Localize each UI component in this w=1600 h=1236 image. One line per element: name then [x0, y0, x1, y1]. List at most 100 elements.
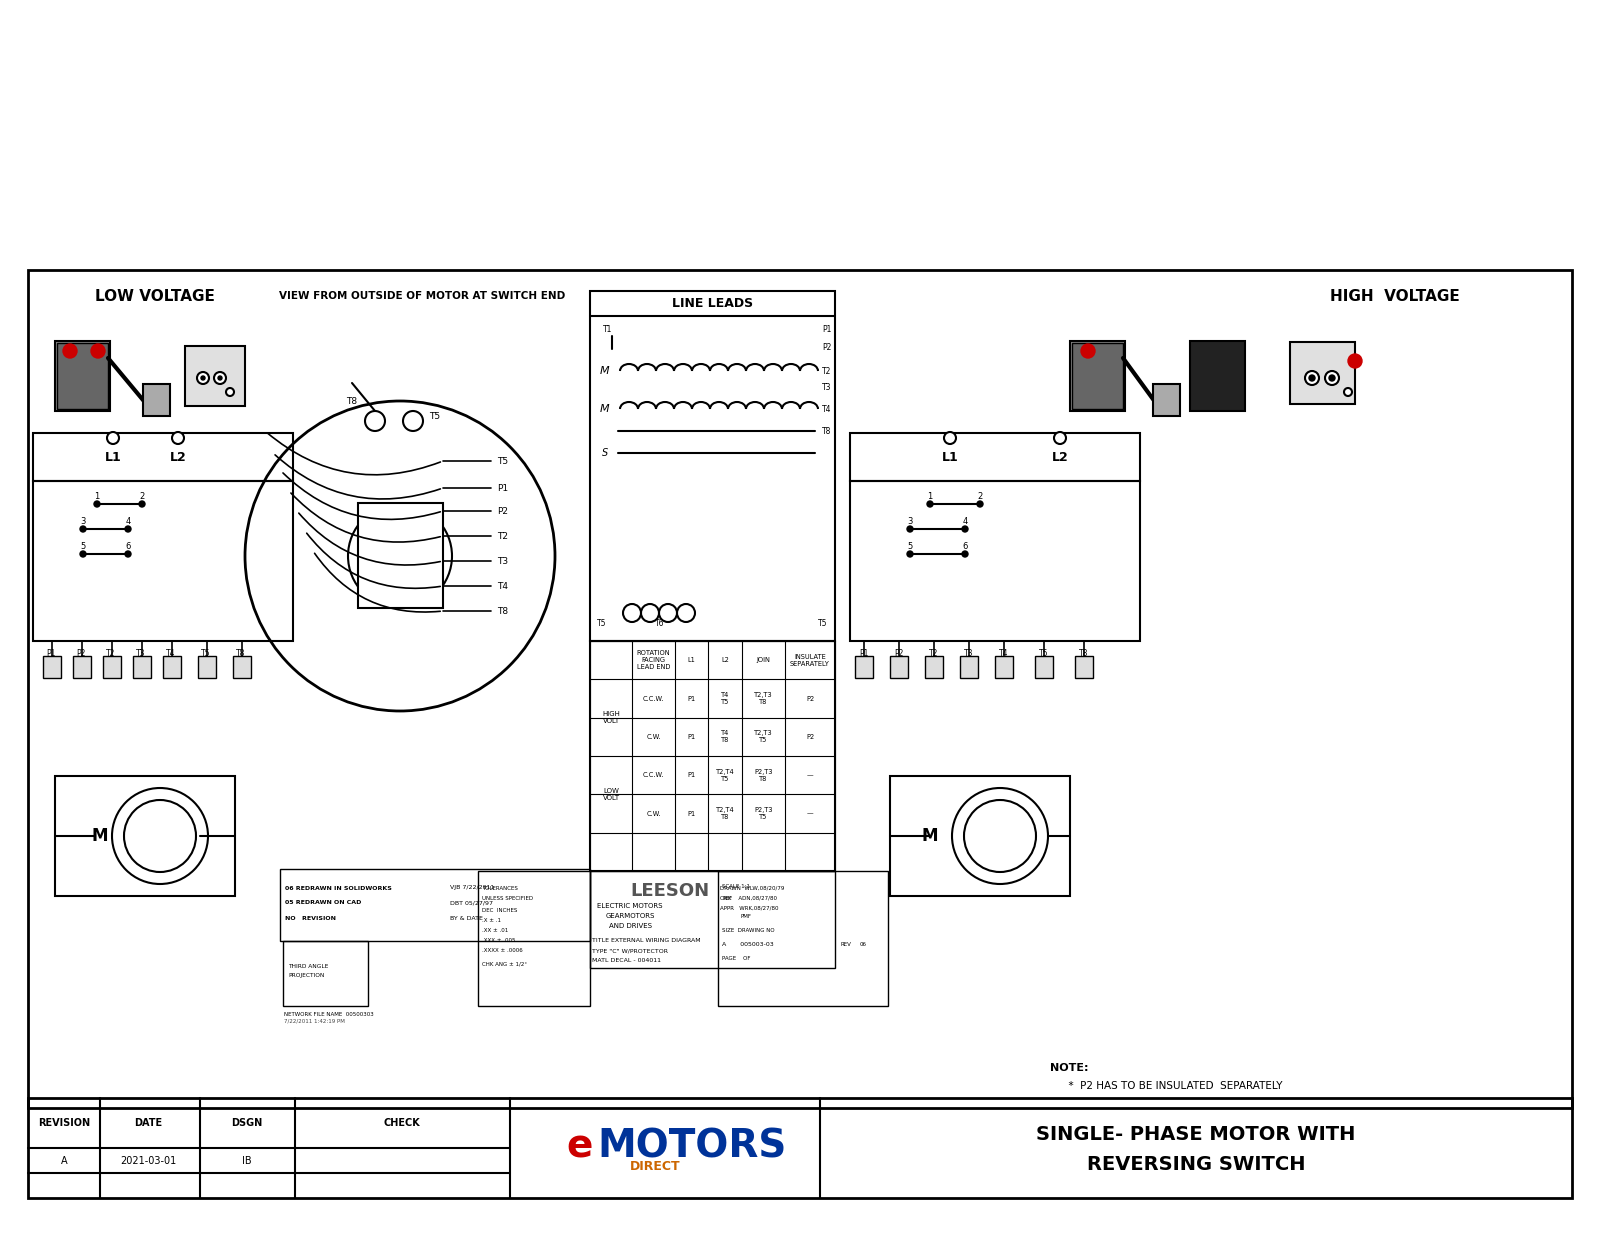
Circle shape	[1082, 344, 1094, 358]
Text: 2: 2	[978, 492, 982, 501]
Text: TITLE EXTERNAL WIRING DIAGRAM: TITLE EXTERNAL WIRING DIAGRAM	[592, 938, 701, 943]
Text: T4: T4	[166, 649, 176, 658]
Text: 7/22/2011 1:42:19 PM: 7/22/2011 1:42:19 PM	[285, 1018, 346, 1023]
Bar	[133, 656, 150, 679]
Text: DATE: DATE	[134, 1119, 162, 1128]
Bar	[163, 656, 181, 679]
Text: PAGE    OF: PAGE OF	[722, 955, 750, 960]
Text: S: S	[602, 447, 608, 459]
Text: P2,T3
T8: P2,T3 T8	[754, 769, 773, 781]
Text: —: —	[806, 772, 813, 779]
Text: T2: T2	[822, 367, 832, 376]
Bar	[1070, 341, 1125, 412]
Text: T1: T1	[603, 325, 613, 334]
Text: THIRD ANGLE: THIRD ANGLE	[288, 964, 328, 969]
Text: VIEW FROM OUTSIDE OF MOTOR AT SWITCH END: VIEW FROM OUTSIDE OF MOTOR AT SWITCH END	[278, 290, 565, 302]
Text: L2: L2	[170, 450, 186, 464]
Text: REV: REV	[840, 942, 851, 947]
Circle shape	[907, 527, 914, 531]
Text: CHK ANG ± 1/2°: CHK ANG ± 1/2°	[482, 962, 526, 967]
Text: TYPE "C" W/PROTECTOR: TYPE "C" W/PROTECTOR	[592, 948, 669, 953]
Bar	[34, 433, 293, 481]
Text: P1: P1	[688, 696, 696, 702]
Text: 5: 5	[907, 541, 912, 550]
Text: P2: P2	[822, 342, 832, 351]
Text: NO   REVISION: NO REVISION	[285, 916, 336, 921]
Text: SIZE  DRAWING NO: SIZE DRAWING NO	[722, 928, 774, 933]
Text: .X ± .1: .X ± .1	[482, 917, 501, 922]
Bar	[54, 341, 110, 412]
Text: 06 REDRAWN IN SOLIDWORKS: 06 REDRAWN IN SOLIDWORKS	[285, 885, 392, 890]
Bar	[1075, 656, 1093, 679]
Bar	[283, 941, 368, 1006]
Text: DRAWN  WLW,08/20/79: DRAWN WLW,08/20/79	[720, 885, 784, 890]
Text: REF: REF	[722, 896, 733, 901]
Text: T4: T4	[498, 581, 509, 591]
Text: T8: T8	[237, 649, 246, 658]
Bar	[358, 503, 443, 608]
Circle shape	[62, 344, 77, 358]
Text: —: —	[806, 811, 813, 817]
Text: 5: 5	[80, 541, 86, 550]
Text: P1: P1	[688, 772, 696, 779]
Text: SINGLE- PHASE MOTOR WITH: SINGLE- PHASE MOTOR WITH	[1037, 1125, 1355, 1143]
Text: 2: 2	[139, 492, 144, 501]
Bar	[58, 344, 109, 409]
Text: T8: T8	[498, 607, 509, 616]
Text: 1: 1	[928, 492, 933, 501]
Text: M: M	[600, 366, 610, 376]
Text: .XX ± .01: .XX ± .01	[482, 927, 509, 932]
Text: APPR   WRK,08/27/80: APPR WRK,08/27/80	[720, 906, 779, 911]
Text: JOIN: JOIN	[757, 658, 771, 664]
Text: T4: T4	[1000, 649, 1008, 658]
Circle shape	[107, 433, 118, 444]
Circle shape	[80, 551, 86, 557]
Bar	[854, 656, 874, 679]
Circle shape	[926, 501, 933, 507]
Text: TOLERANCES: TOLERANCES	[482, 885, 518, 890]
Text: T8: T8	[347, 397, 357, 405]
Bar	[102, 656, 122, 679]
Text: P1: P1	[46, 649, 56, 658]
Text: P1: P1	[859, 649, 869, 658]
Circle shape	[1325, 371, 1339, 384]
Bar	[43, 656, 61, 679]
Bar	[186, 346, 245, 405]
Text: P2,T3
T5: P2,T3 T5	[754, 807, 773, 819]
Circle shape	[197, 372, 210, 384]
Circle shape	[944, 433, 957, 444]
Text: SCALE 1:1: SCALE 1:1	[722, 884, 750, 889]
Text: VJB 7/22/2011: VJB 7/22/2011	[450, 885, 494, 890]
Circle shape	[1309, 375, 1315, 381]
Circle shape	[907, 551, 914, 557]
Text: T8: T8	[1080, 649, 1088, 658]
Bar	[850, 433, 1139, 481]
Bar	[280, 869, 590, 941]
Bar	[890, 656, 909, 679]
Circle shape	[173, 433, 184, 444]
Text: T3: T3	[136, 649, 146, 658]
Text: T5: T5	[498, 456, 509, 466]
Text: T2,T4
T8: T2,T4 T8	[715, 807, 734, 819]
Text: C.C.W.: C.C.W.	[643, 772, 664, 779]
Text: P2: P2	[498, 507, 509, 515]
Text: T5: T5	[597, 618, 606, 628]
Text: T2: T2	[106, 649, 115, 658]
Text: 6: 6	[125, 541, 131, 550]
Bar	[29, 1098, 1571, 1198]
Text: T2: T2	[498, 531, 509, 540]
Text: L1: L1	[104, 450, 122, 464]
Circle shape	[218, 376, 222, 379]
Bar	[850, 481, 1139, 641]
Circle shape	[91, 344, 106, 358]
Bar	[890, 776, 1070, 896]
Text: T4: T4	[822, 404, 832, 414]
Text: C.W.: C.W.	[646, 734, 661, 740]
Text: LINE LEADS: LINE LEADS	[672, 297, 754, 309]
Text: P1: P1	[498, 483, 509, 492]
Circle shape	[962, 551, 968, 557]
Bar	[1072, 344, 1123, 409]
Circle shape	[94, 501, 101, 507]
Text: T5: T5	[202, 649, 211, 658]
Circle shape	[226, 388, 234, 396]
